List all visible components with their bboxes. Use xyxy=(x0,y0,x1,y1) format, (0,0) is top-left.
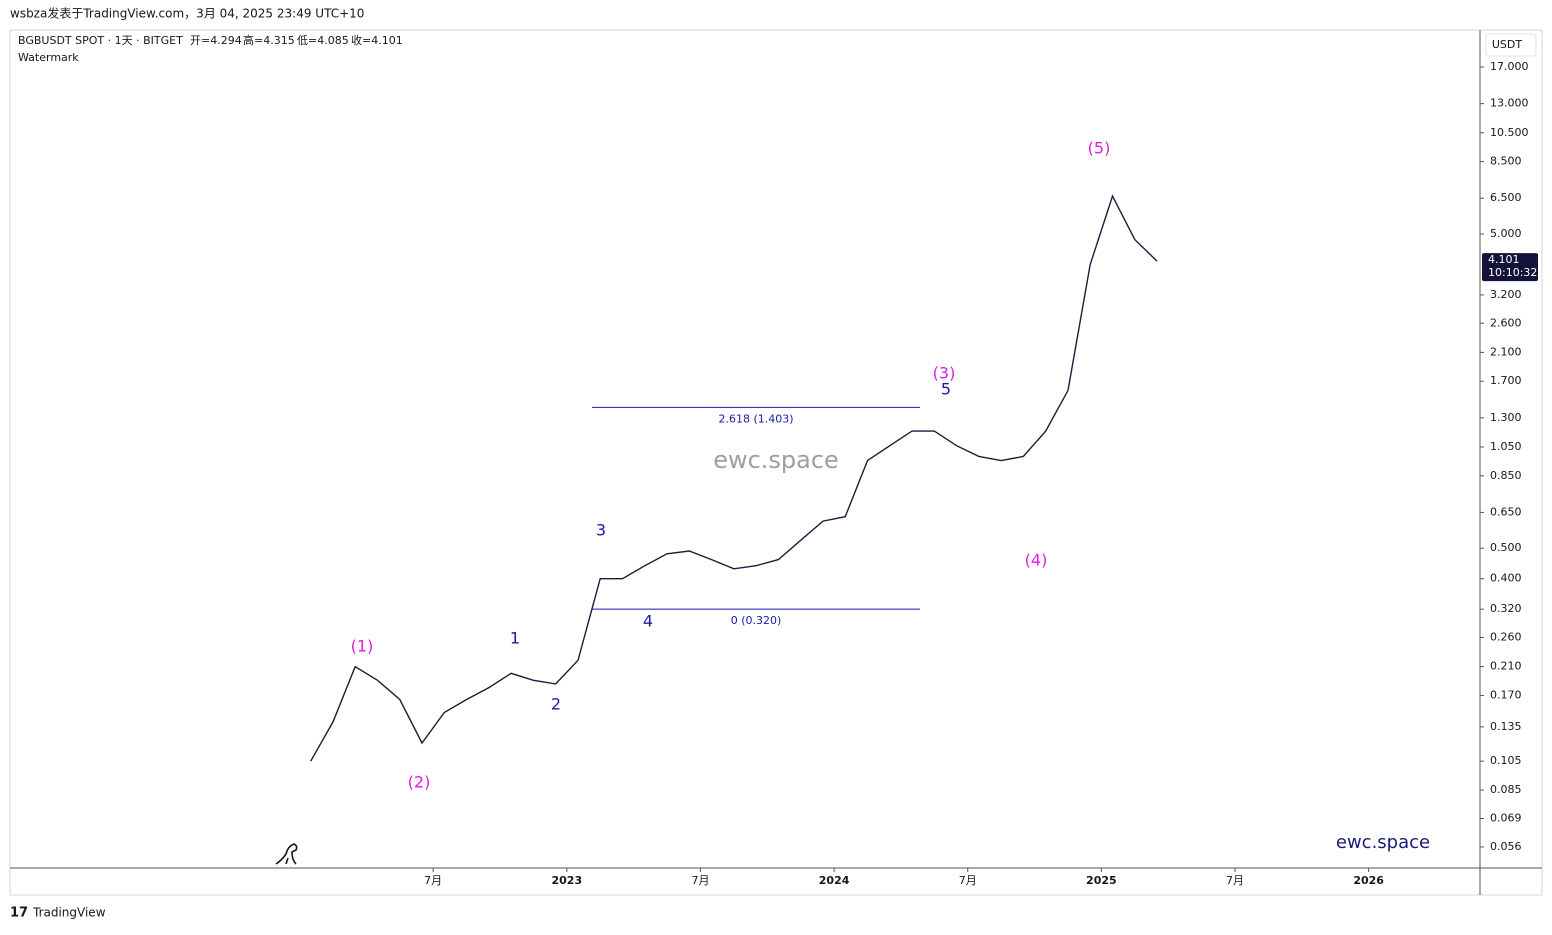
y-tick-label: 0.400 xyxy=(1490,572,1522,585)
ohlc: 收=4.101 xyxy=(351,33,403,47)
y-tick-label: 2.600 xyxy=(1490,316,1522,329)
y-tick-label: 0.650 xyxy=(1490,505,1522,518)
y-tick-label: 0.085 xyxy=(1490,783,1522,796)
x-tick-label: 7月 xyxy=(424,874,442,887)
x-tick-label: 2024 xyxy=(819,874,850,887)
wave-label: 4 xyxy=(643,612,653,631)
x-tick-label: 2025 xyxy=(1086,874,1117,887)
y-tick-label: 0.105 xyxy=(1490,754,1522,767)
wave-label: (5) xyxy=(1088,139,1111,158)
x-tick-label: 7月 xyxy=(1226,874,1244,887)
x-tick-label: 7月 xyxy=(959,874,977,887)
watermark-label: Watermark xyxy=(18,51,79,64)
wave-label: 1 xyxy=(510,629,520,648)
y-tick-label: 5.000 xyxy=(1490,227,1522,240)
frame xyxy=(9,29,1543,896)
byline: wsbza发表于TradingView.com，3月 04, 2025 23:4… xyxy=(10,6,364,21)
y-tick-label: 0.500 xyxy=(1490,541,1522,554)
wave-label: (2) xyxy=(408,773,431,792)
y-tick-label: 8.500 xyxy=(1490,155,1522,168)
currency-box[interactable] xyxy=(1485,33,1537,57)
y-tick-label: 0.210 xyxy=(1490,660,1522,673)
fib-label: 0 (0.320) xyxy=(731,614,782,627)
wave-label: (4) xyxy=(1025,551,1048,570)
x-tick-label: 2023 xyxy=(552,874,583,887)
y-tick-label: 0.135 xyxy=(1490,720,1522,733)
price-line xyxy=(310,194,1158,762)
y-tick-label: 0.056 xyxy=(1490,840,1522,853)
ohlc: 高=4.315 xyxy=(243,33,295,47)
symbol: BGBUSDT SPOT · 1天 · BITGET xyxy=(18,34,183,47)
y-tick-label: 1.300 xyxy=(1490,411,1522,424)
fib-label: 2.618 (1.403) xyxy=(718,412,793,425)
currency: USDT xyxy=(1492,38,1523,51)
y-tick-label: 0.850 xyxy=(1490,469,1522,482)
wave-label: (3) xyxy=(933,364,956,383)
footer-logo: TradingView xyxy=(32,906,106,920)
wave-label: 3 xyxy=(596,521,606,540)
y-tick-label: 1.050 xyxy=(1490,440,1522,453)
y-tick-label: 1.700 xyxy=(1490,374,1522,387)
wave-label: (1) xyxy=(351,637,374,656)
y-tick-label: 0.069 xyxy=(1490,811,1522,824)
countdown: 10:10:32 xyxy=(1488,266,1537,279)
x-tick-label: 7月 xyxy=(691,874,709,887)
dino-icon xyxy=(275,843,298,865)
tv-mark: 𝟭𝟳 xyxy=(10,906,28,921)
y-tick-label: 10.500 xyxy=(1490,126,1529,139)
price-badge-label: 4.101 xyxy=(1488,253,1520,266)
y-tick-label: 0.320 xyxy=(1490,602,1522,615)
brand: ewc.space xyxy=(1336,832,1430,853)
y-tick-label: 2.100 xyxy=(1490,345,1522,358)
watermark: ewc.space xyxy=(713,446,839,474)
wave-label: 5 xyxy=(941,380,951,399)
y-tick-label: 17.000 xyxy=(1490,60,1529,73)
ohlc: 低=4.085 xyxy=(297,34,349,47)
wave-label: 2 xyxy=(551,695,561,714)
y-tick-label: 6.500 xyxy=(1490,191,1522,204)
x-tick-label: 2026 xyxy=(1353,874,1384,887)
y-tick-label: 13.000 xyxy=(1490,97,1529,110)
ohlc: 开=4.294 xyxy=(190,34,242,47)
y-tick-label: 0.260 xyxy=(1490,630,1522,643)
y-tick-label: 0.170 xyxy=(1490,688,1522,701)
y-tick-label: 3.200 xyxy=(1490,288,1522,301)
price-badge xyxy=(1482,253,1538,282)
